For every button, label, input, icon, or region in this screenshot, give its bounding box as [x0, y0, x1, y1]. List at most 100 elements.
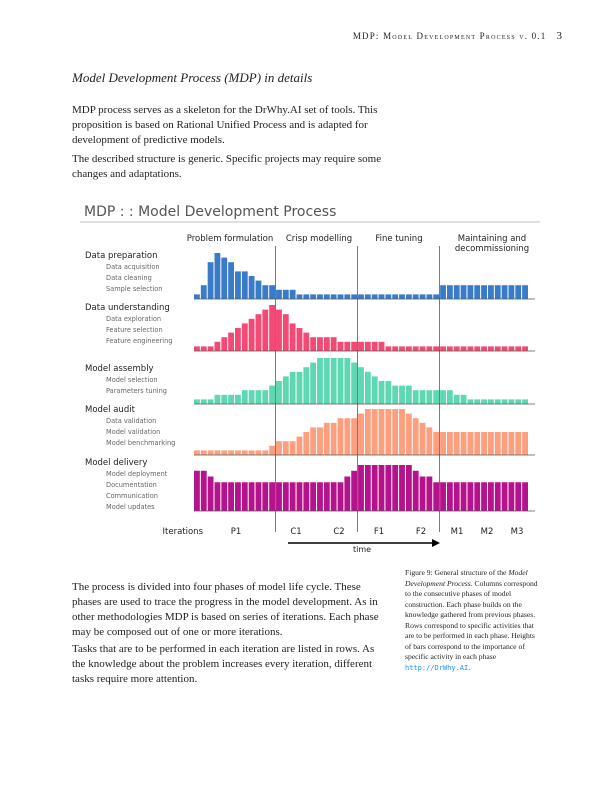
bar	[330, 422, 337, 455]
bar	[269, 285, 276, 299]
bar	[235, 328, 241, 351]
bar	[310, 482, 317, 511]
bar	[508, 482, 515, 511]
bar	[282, 289, 289, 299]
task-label: Data validation	[106, 417, 156, 425]
caption-end: .	[468, 662, 471, 672]
bar	[200, 450, 207, 455]
time-arrow-head	[432, 539, 440, 547]
bar	[289, 482, 296, 511]
bar	[494, 482, 501, 511]
bar	[522, 285, 528, 299]
bar	[412, 294, 419, 299]
bar	[344, 341, 351, 351]
bar	[282, 441, 289, 455]
bar	[385, 465, 392, 511]
bar	[474, 346, 481, 351]
bar	[446, 346, 453, 351]
bar	[296, 371, 303, 404]
bar	[296, 328, 303, 351]
bar	[364, 409, 371, 455]
bar	[494, 346, 501, 351]
bar	[405, 385, 412, 404]
bar	[419, 390, 426, 404]
bar	[508, 346, 515, 351]
bar	[358, 294, 364, 299]
bar	[440, 285, 446, 299]
bar	[303, 432, 310, 455]
bar	[371, 341, 378, 351]
bar	[289, 289, 296, 299]
bar	[207, 346, 214, 351]
bar	[419, 294, 426, 299]
row-title: Model audit	[85, 405, 136, 415]
bar	[501, 346, 508, 351]
bar	[426, 476, 433, 511]
bar	[494, 432, 501, 455]
bar	[515, 482, 522, 511]
bar	[317, 337, 323, 351]
bar	[440, 432, 446, 455]
bar	[323, 358, 330, 404]
bar	[248, 390, 255, 404]
row-title: Model delivery	[85, 458, 147, 468]
bar	[501, 482, 508, 511]
bar	[255, 314, 262, 351]
bar	[310, 294, 317, 299]
bar	[289, 371, 296, 404]
bar	[228, 450, 235, 455]
iteration-label: F1	[374, 527, 384, 537]
bar	[351, 470, 358, 511]
task-label: Sample selection	[106, 285, 162, 293]
bar	[426, 346, 433, 351]
bar	[351, 294, 358, 299]
bar	[323, 422, 330, 455]
bar	[474, 432, 481, 455]
bar	[474, 399, 481, 404]
iterations-label: Iterations	[163, 527, 204, 537]
bar	[228, 394, 235, 404]
caption-url[interactable]: http://DrWhy.AI	[405, 663, 469, 672]
bar	[248, 276, 255, 299]
bar	[481, 285, 487, 299]
bar	[392, 346, 399, 351]
page-number: 3	[556, 30, 563, 42]
caption-text: Columns correspond to the consecutive ph…	[405, 578, 538, 662]
bar	[337, 418, 344, 455]
bar	[501, 432, 508, 455]
bar	[337, 358, 344, 404]
bar	[412, 390, 419, 404]
bar	[282, 482, 289, 511]
bar	[494, 285, 501, 299]
iteration-label: C2	[333, 527, 344, 537]
bar	[344, 358, 351, 404]
task-label: Data exploration	[106, 315, 161, 323]
bar	[262, 309, 269, 351]
bar	[276, 441, 282, 455]
phase-label: Maintaining and decommissioning	[455, 234, 529, 254]
bar	[248, 318, 255, 351]
bar	[522, 482, 528, 511]
running-header: MDP: Model Development Process v. 0.1 3	[353, 30, 562, 42]
bar	[501, 285, 508, 299]
bar	[487, 285, 494, 299]
bar	[255, 482, 262, 511]
bar	[392, 465, 399, 511]
bar	[399, 465, 405, 511]
bar	[207, 450, 214, 455]
bar	[235, 271, 241, 299]
bar	[317, 482, 323, 511]
bar	[405, 294, 412, 299]
bar	[276, 309, 282, 351]
bar	[194, 294, 200, 299]
bar	[221, 257, 228, 299]
bar	[194, 346, 200, 351]
bar	[269, 482, 276, 511]
bar	[317, 427, 323, 455]
bar	[289, 323, 296, 351]
bar	[371, 294, 378, 299]
bar	[446, 390, 453, 404]
bar	[487, 346, 494, 351]
bar	[467, 432, 474, 455]
bar	[241, 482, 248, 511]
